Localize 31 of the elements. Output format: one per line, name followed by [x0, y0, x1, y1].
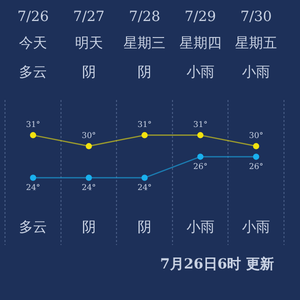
annotation: 小雨: [186, 220, 214, 236]
data-label: 31°: [138, 120, 152, 130]
data-label: 24°: [138, 182, 152, 192]
text: 小雨: [186, 64, 214, 81]
annotation: 阴: [82, 220, 96, 236]
x-tick-label: 7/27: [73, 9, 105, 26]
data-label: 31°: [193, 120, 208, 130]
text: 星期三: [124, 36, 166, 52]
data-label: 30°: [82, 131, 96, 140]
x-tick-label: 7/26: [17, 9, 49, 26]
annotation: 多云: [19, 220, 48, 236]
text: 7月26日6时 更新: [160, 256, 274, 273]
text: 小雨: [242, 64, 270, 81]
text: 多云: [19, 64, 48, 81]
annotation: 阴: [138, 220, 152, 236]
data-label: 24°: [26, 182, 40, 192]
data-label: 24°: [82, 182, 96, 192]
annotation: 小雨: [242, 220, 270, 236]
x-tick-label: 7/28: [128, 9, 160, 26]
text: 星期四: [179, 36, 222, 52]
text: 明天: [74, 36, 103, 52]
text: 阴: [82, 64, 96, 81]
data-label: 26°: [249, 162, 264, 171]
text: 今天: [19, 36, 48, 52]
x-tick-label: 7/29: [184, 9, 216, 26]
data-label: 31°: [26, 120, 40, 130]
text: 阴: [138, 64, 152, 81]
x-tick-label: 7/30: [240, 9, 272, 26]
text: 星期五: [235, 36, 278, 52]
data-label: 30°: [249, 131, 264, 140]
data-label: 26°: [193, 162, 208, 171]
